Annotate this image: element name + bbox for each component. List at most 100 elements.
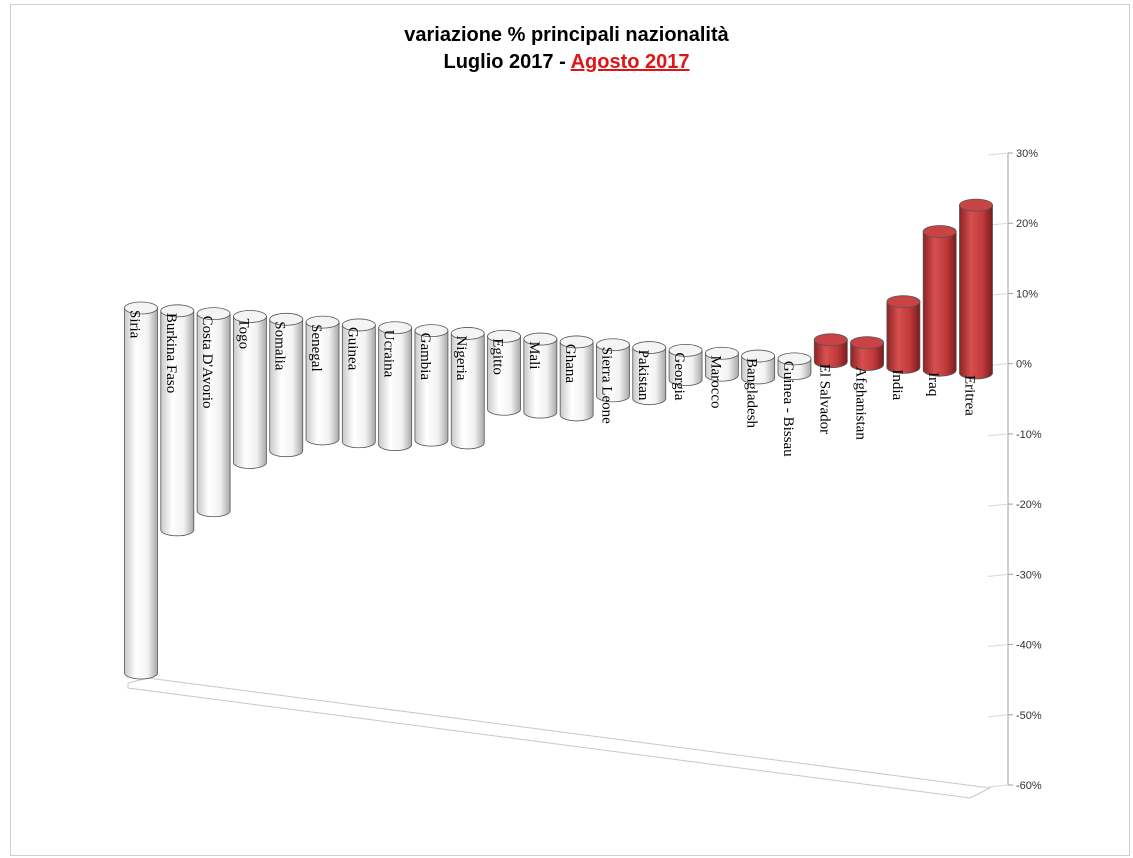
- bar-body: [596, 344, 630, 403]
- category-label: Georgia: [671, 352, 687, 400]
- bar-el-salvador: [813, 333, 848, 369]
- bar-cap: [378, 321, 413, 335]
- bar-body: [813, 339, 848, 369]
- category-label: Senegal: [308, 324, 324, 371]
- category-label: Iraq: [925, 372, 941, 397]
- bar-body: [341, 324, 376, 449]
- bar-iraq: [922, 225, 957, 377]
- bar-bangladesh: [741, 349, 776, 385]
- category-label: India: [889, 369, 905, 400]
- bar-body: [450, 333, 485, 450]
- bar-body: [269, 318, 304, 458]
- category-label: Guinea - Bissau: [780, 361, 796, 457]
- bar-india: [886, 295, 921, 374]
- category-label: El Salvador: [816, 364, 832, 434]
- bar-marocco: [704, 346, 739, 382]
- floor-outline: [127, 677, 992, 799]
- bar-togo: [233, 310, 267, 469]
- bar-cap: [523, 332, 558, 346]
- y-tick-guide: [987, 503, 1009, 507]
- y-tick-guide: [987, 784, 1009, 788]
- y-tick-guide: [987, 714, 1009, 718]
- bar-body: [196, 313, 231, 518]
- bar-body: [124, 307, 158, 680]
- bar-cap: [124, 301, 158, 315]
- bar-body: [632, 347, 667, 406]
- y-tick-label: 10%: [1016, 288, 1038, 300]
- category-label: Sierra Leone: [598, 347, 614, 424]
- bar-cap: [559, 335, 594, 349]
- chart-floor: [127, 677, 992, 799]
- category-label: Ghana: [562, 344, 578, 383]
- bar-cap: [741, 349, 776, 363]
- bar-body: [922, 231, 957, 377]
- bar-afghanistan: [850, 336, 884, 371]
- category-label: Pakistan: [635, 350, 651, 401]
- category-label: Ucraina: [381, 330, 397, 378]
- bar-cap: [233, 310, 267, 323]
- category-labels: Siria Burkina Faso Costa D'Avorio Togo Somal…: [127, 310, 978, 457]
- bar-body: [559, 341, 594, 422]
- bar-guinea: [341, 318, 376, 449]
- bar-sierra-leone: [596, 338, 630, 403]
- category-label: Gambia: [417, 333, 433, 381]
- bar-body: [414, 330, 449, 447]
- chart-subtitle-prefix: Luglio 2017 -: [443, 51, 571, 73]
- category-label: Marocco: [707, 355, 723, 408]
- bar-senegal: [305, 315, 340, 446]
- bar-body: [668, 349, 703, 386]
- y-tick-guide: [987, 152, 1009, 156]
- value-axis: 30% 20% 10% 0% -10% -20% -30% -40% -50% -60%: [987, 148, 1042, 792]
- category-label: Costa D'Avorio: [199, 316, 215, 409]
- y-tick-label: 20%: [1016, 218, 1038, 230]
- bar-mali: [523, 332, 558, 419]
- bar-body: [378, 327, 413, 451]
- chart-subtitle-line: Luglio 2017 - Agosto 2017: [0, 49, 1133, 76]
- category-label: Afghanistan: [853, 367, 869, 441]
- bar-cap: [813, 333, 848, 347]
- y-tick-label: 30%: [1016, 148, 1038, 160]
- y-tick-label: 0%: [1016, 359, 1032, 371]
- bar-cap: [450, 327, 485, 340]
- bars-group: [124, 198, 993, 680]
- bar-body: [704, 352, 739, 382]
- category-label: Eritrea: [962, 375, 978, 416]
- bar-guinea-bissau: [777, 352, 812, 380]
- bar-somalia: [269, 312, 304, 458]
- chart-subtitle-highlight: Agosto 2017: [570, 51, 690, 73]
- bar-body: [850, 342, 884, 371]
- category-label: Somalia: [272, 321, 288, 371]
- bar-cap: [886, 295, 921, 309]
- bar-cap: [922, 225, 957, 238]
- y-tick-guide: [987, 644, 1009, 648]
- category-label: Siria: [127, 310, 143, 339]
- bar-cap: [414, 324, 449, 338]
- bar-cap: [596, 338, 630, 352]
- y-tick-label: -10%: [1016, 429, 1042, 441]
- category-label: Nigeria: [453, 335, 469, 380]
- y-tick-label: -50%: [1016, 710, 1042, 722]
- bar-cap: [777, 352, 812, 366]
- bar-siria: [124, 301, 158, 680]
- bar-cap: [196, 307, 231, 321]
- bar-pakistan: [632, 341, 667, 406]
- category-label: Bangladesh: [744, 358, 760, 428]
- y-tick-label: -60%: [1016, 780, 1042, 792]
- bar-body: [160, 310, 195, 537]
- bar-cap: [704, 346, 739, 360]
- bar-costa-d-avorio: [196, 307, 231, 518]
- bar-cap: [341, 318, 376, 332]
- bar-georgia: [668, 343, 703, 386]
- bar-cap: [160, 304, 195, 318]
- bar-body: [741, 355, 776, 385]
- bar-burkina-faso: [160, 304, 195, 537]
- y-tick-label: -30%: [1016, 569, 1042, 581]
- bar-cap: [668, 343, 703, 357]
- y-tick-label: -20%: [1016, 499, 1042, 511]
- bar-eritrea: [959, 198, 993, 380]
- category-label: Burkina Faso: [163, 313, 179, 393]
- bar-cap: [305, 315, 340, 329]
- bar-cap: [487, 329, 521, 343]
- category-label: Togo: [235, 318, 251, 349]
